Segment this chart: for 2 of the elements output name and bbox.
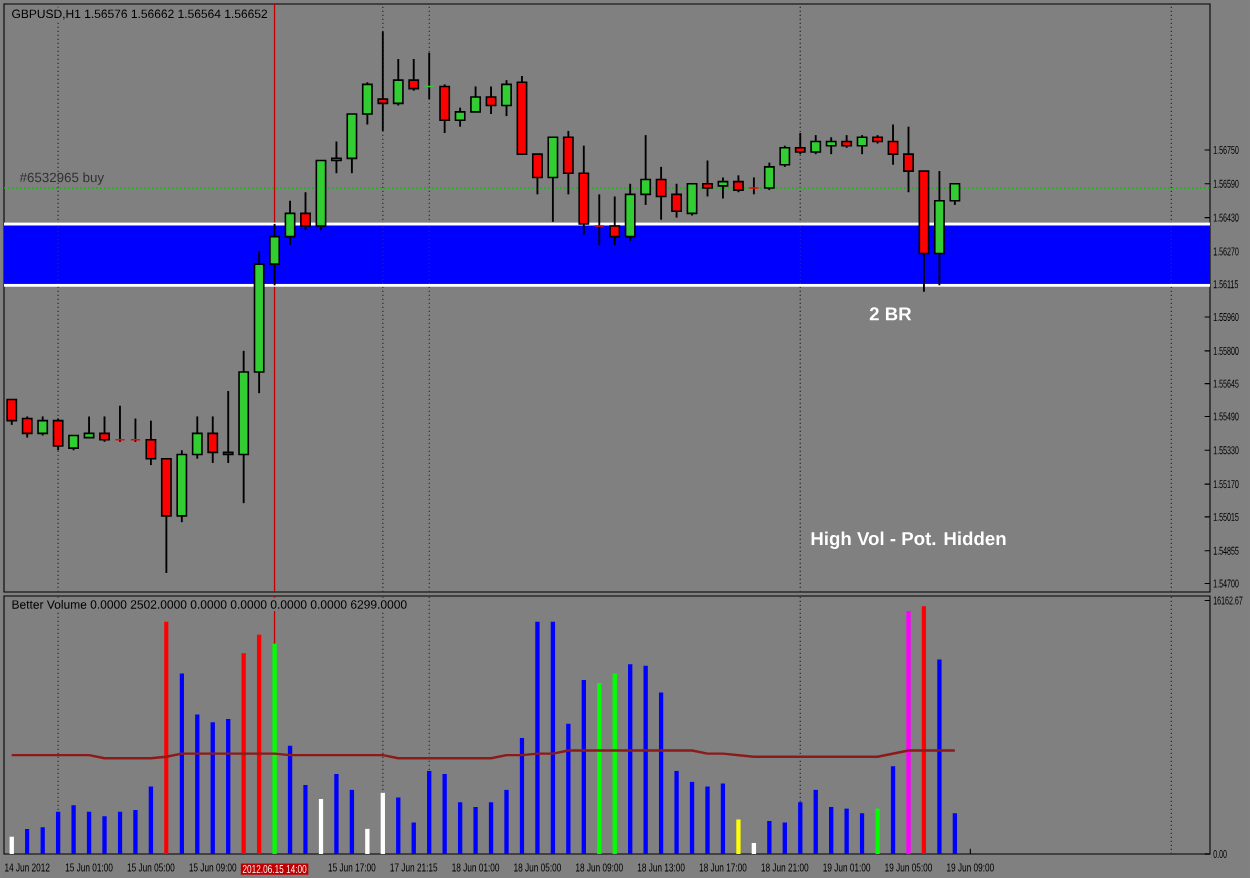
annotation: 2 BR [869, 307, 912, 321]
annotation: High Vol - Pot. Hidden [811, 531, 1006, 549]
